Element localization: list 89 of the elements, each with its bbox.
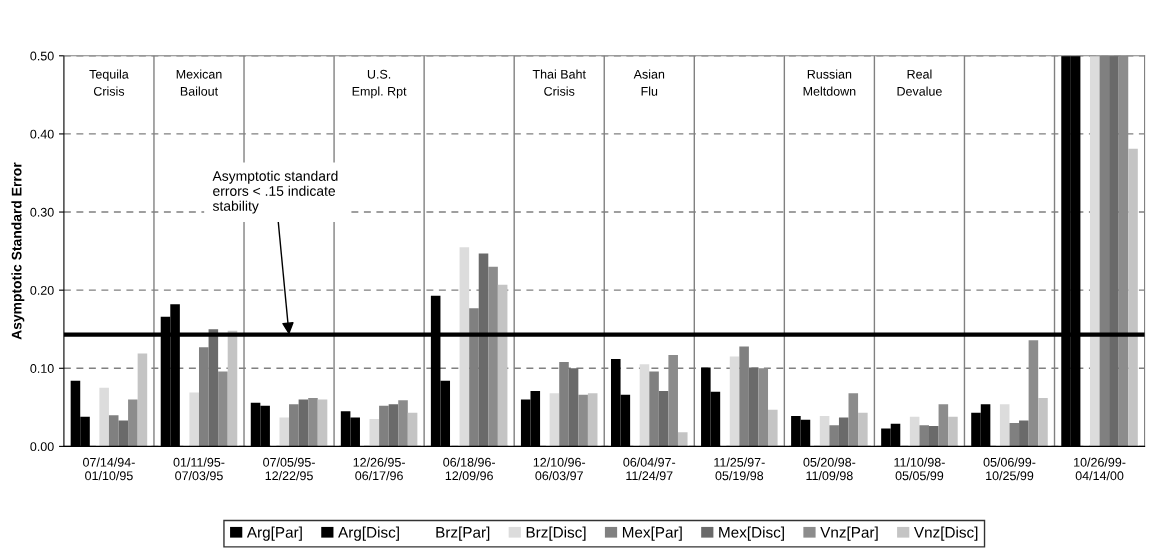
bar — [677, 432, 688, 447]
bar — [388, 404, 399, 447]
legend-label: Brz[Disc] — [526, 526, 586, 541]
y-tick-label: 0.50 — [30, 51, 54, 61]
annotation: Russian Meltdown — [803, 69, 856, 96]
bar — [398, 400, 408, 447]
bar — [407, 412, 418, 447]
bar — [128, 399, 138, 447]
x-tick-label: 05/20/98-11/09/98 — [803, 457, 856, 481]
bar — [1019, 420, 1029, 447]
bar — [369, 419, 380, 447]
bar — [99, 387, 109, 447]
bar — [829, 425, 839, 447]
bar — [838, 417, 849, 447]
bar — [649, 371, 659, 447]
bar — [819, 415, 830, 447]
bar — [938, 404, 949, 447]
annotation: Asymptotic standard errors < .15 indicate stability — [212, 170, 338, 214]
bar — [909, 416, 920, 447]
x-tick-label: 07/05/95-12/22/95 — [263, 457, 315, 481]
bar — [478, 253, 489, 447]
bar — [587, 393, 598, 447]
x-tick-label: 06/04/97-11/24/97 — [623, 457, 676, 481]
bar — [1009, 422, 1020, 447]
bar — [1128, 148, 1138, 447]
bar — [308, 397, 318, 447]
bar — [568, 368, 579, 447]
bar — [549, 393, 560, 447]
bar — [317, 399, 328, 447]
bar — [639, 364, 650, 447]
x-tick-label: 10/26/99-04/14/00 — [1074, 457, 1126, 481]
bar — [279, 417, 290, 447]
bar — [289, 404, 299, 447]
annotation: Real Devalue — [897, 69, 942, 96]
legend-label: Arg[Disc] — [338, 526, 399, 541]
x-tick-label: 11/25/97-05/19/98 — [714, 457, 765, 481]
legend-label: Mex[Disc] — [719, 526, 784, 541]
bar — [227, 330, 238, 447]
bar — [218, 371, 228, 447]
x-tick-label: 12/10/96-06/03/97 — [533, 457, 586, 481]
annotation: U.S. Empl. Rpt — [352, 69, 407, 99]
legend-label: Vnz[Par] — [820, 526, 878, 541]
bar — [497, 284, 508, 447]
y-axis-title: Asymptotic Standard Error — [11, 162, 25, 340]
y-tick-label: 0.20 — [30, 285, 54, 295]
bar — [459, 247, 470, 447]
bar — [488, 266, 498, 447]
x-tick-label: 01/11/95-07/03/95 — [173, 457, 225, 481]
annotation: Mexican Bailout — [176, 69, 222, 96]
bar — [208, 329, 219, 447]
legend-label: Vnz[Disc] — [913, 526, 978, 541]
bar — [1109, 55, 1119, 447]
y-tick-label: 0.30 — [30, 207, 54, 217]
bar — [848, 393, 859, 447]
bar — [1089, 55, 1100, 447]
annotation: Asian Flu — [633, 69, 665, 96]
x-tick-label: 06/18/96-12/09/96 — [443, 457, 496, 481]
bar — [948, 416, 958, 447]
annotation: Tequila Crisis — [89, 69, 129, 96]
bar — [1038, 397, 1048, 447]
x-tick-label: 07/14/94-01/10/95 — [83, 457, 135, 481]
annotation: Thai Baht Crisis — [532, 69, 586, 96]
y-tick-label: 0.10 — [30, 364, 54, 373]
bar — [739, 346, 749, 447]
bar — [379, 405, 389, 447]
bar — [137, 353, 148, 447]
y-tick-label: 0.40 — [30, 129, 54, 139]
bar — [118, 420, 129, 447]
bar — [929, 426, 939, 447]
y-tick-label: 0.00 — [30, 442, 54, 452]
bar — [469, 308, 479, 447]
legend-label: Mex[Par] — [622, 526, 682, 541]
x-tick-label: 05/06/99-10/25/99 — [983, 457, 1036, 481]
text: Brz[Par] — [436, 526, 490, 541]
bar — [189, 392, 199, 447]
legend-label: Arg[Par] — [246, 526, 302, 541]
bar — [729, 356, 740, 447]
bar — [919, 425, 929, 447]
bar — [858, 412, 868, 447]
x-tick-label: 11/10/98-05/05/99 — [894, 457, 945, 481]
bar — [999, 404, 1010, 447]
bar — [768, 409, 778, 447]
bar — [198, 347, 209, 447]
bar — [108, 415, 119, 447]
bar — [298, 399, 309, 447]
bar — [748, 367, 759, 447]
x-tick-label: 12/26/95-06/17/96 — [353, 457, 405, 481]
bar — [658, 390, 669, 447]
bar — [578, 394, 588, 447]
